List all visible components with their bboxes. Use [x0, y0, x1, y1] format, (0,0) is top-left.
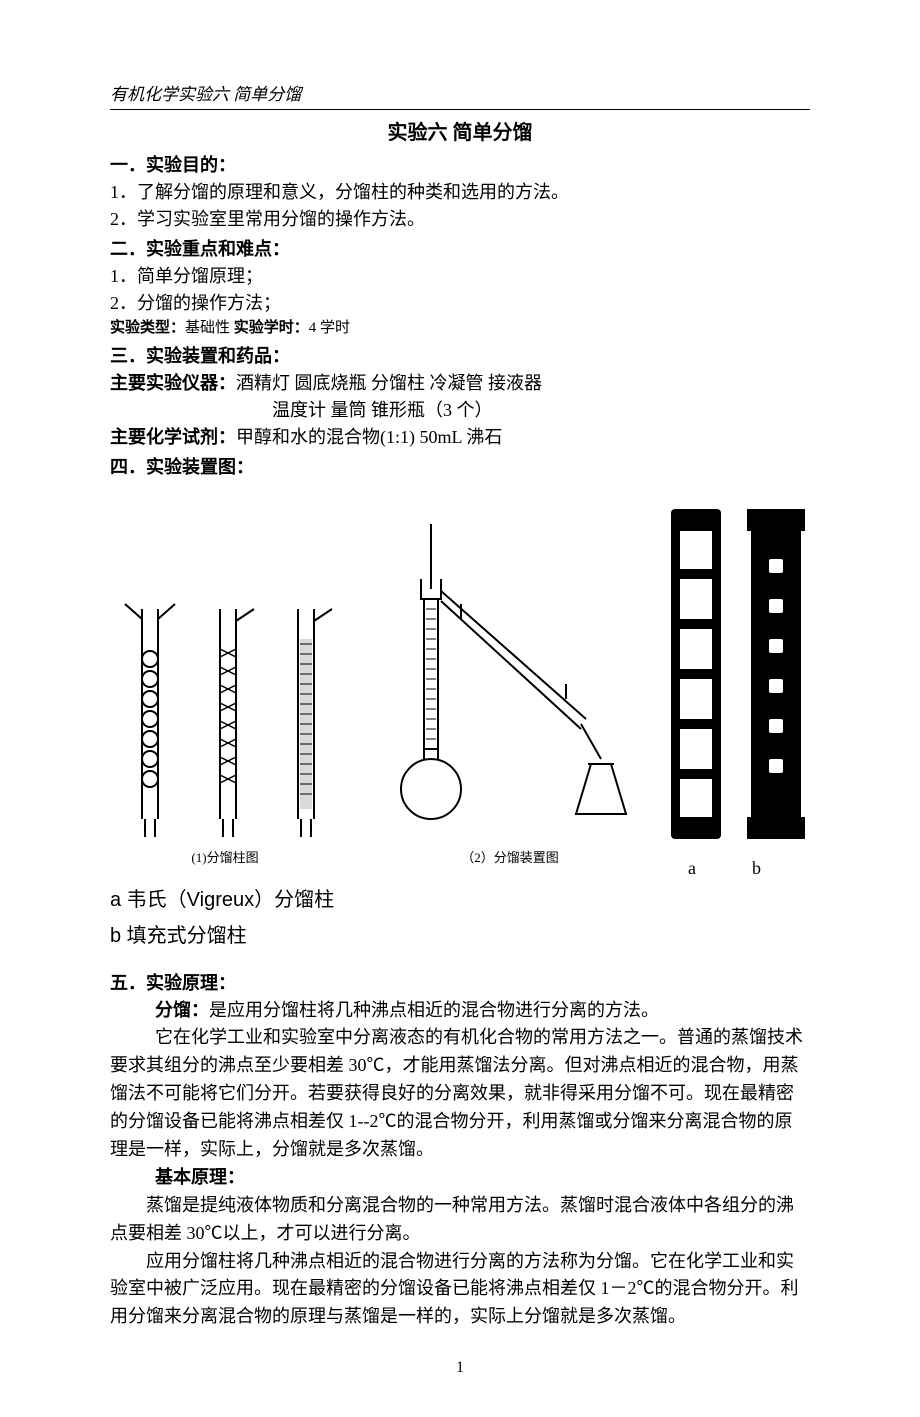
instruments-label: 主要实验仪器： [110, 373, 236, 393]
definition-line: 分馏：是应用分馏柱将几种沸点相近的混合物进行分离的方法。 [110, 997, 810, 1025]
column-sketch-3 [276, 589, 336, 839]
definition-label: 分馏： [155, 1000, 209, 1020]
type-label: 实验类型： [110, 320, 185, 336]
section-3-heading: 三．实验装置和药品： [110, 342, 810, 368]
column-type-a: a 韦氏（Vigreux）分馏柱 [110, 885, 810, 915]
instruments-list-1: 酒精灯 圆底烧瓶 分馏柱 冷凝管 接液器 [236, 373, 542, 393]
principle-para-2: 蒸馏是提纯液体物质和分离混合物的一种常用方法。蒸馏时混合液体中各组分的沸点要相差… [110, 1192, 810, 1248]
basic-principle-heading: 基本原理： [110, 1164, 810, 1192]
label-b: b [752, 858, 761, 879]
distillation-setup [376, 519, 646, 839]
figure-area [110, 499, 810, 839]
column-sketch-2 [198, 589, 258, 839]
caption-1: (1)分馏柱图 [110, 847, 340, 866]
column-sketch-1 [120, 589, 180, 839]
s2-item-1: 1．简单分馏原理； [110, 263, 810, 290]
instruments-line-1: 主要实验仪器：酒精灯 圆底烧瓶 分馏柱 冷凝管 接液器 [110, 370, 810, 397]
principle-para-1: 它在化学工业和实验室中分离液态的有机化合物的常用方法之一。普通的蒸馏技术要求其组… [110, 1024, 810, 1163]
section-5-heading: 五．实验原理： [110, 969, 810, 995]
type-value: 基础性 [185, 320, 230, 336]
page-number: 1 [110, 1359, 810, 1377]
s1-item-2: 2．学习实验室里常用分馏的操作方法。 [110, 206, 810, 233]
section-4-heading: 四．实验装置图： [110, 453, 810, 479]
caption-2: （2）分馏装置图 [370, 847, 650, 866]
instruments-line-2: 温度计 量筒 锥形瓶（3 个） [110, 397, 810, 424]
section-2-heading: 二．实验重点和难点： [110, 235, 810, 261]
hours-label: 实验学时： [234, 320, 309, 336]
section-1-heading: 一．实验目的： [110, 151, 810, 177]
label-a: a [688, 858, 696, 879]
column-type-b: b 填充式分馏柱 [110, 921, 810, 951]
s1-item-1: 1．了解分馏的原理和意义，分馏柱的种类和选用的方法。 [110, 179, 810, 206]
column-sketch-group [120, 589, 336, 839]
running-header: 有机化学实验六 简单分馏 [110, 80, 810, 110]
s2-item-2: 2．分馏的操作方法； [110, 290, 810, 317]
reagents-line: 主要化学试剂：甲醇和水的混合物(1:1) 50mL 沸石 [110, 424, 810, 451]
column-photo-group [671, 499, 801, 839]
experiment-meta: 实验类型：基础性 实验学时：4 学时 [110, 317, 810, 340]
hours-value: 4 学时 [309, 320, 350, 336]
reagents-label: 主要化学试剂： [110, 427, 236, 447]
ab-labels: a b [688, 858, 810, 879]
definition-text: 是应用分馏柱将几种沸点相近的混合物进行分离的方法。 [209, 1000, 659, 1020]
column-photo-a [671, 509, 721, 839]
principle-para-3: 应用分馏柱将几种沸点相近的混合物进行分离的方法称为分馏。它在化学工业和实验室中被… [110, 1248, 810, 1332]
column-photo-b [751, 509, 801, 839]
reagents-list: 甲醇和水的混合物(1:1) 50mL 沸石 [236, 427, 502, 447]
page-title: 实验六 简单分馏 [110, 116, 810, 145]
